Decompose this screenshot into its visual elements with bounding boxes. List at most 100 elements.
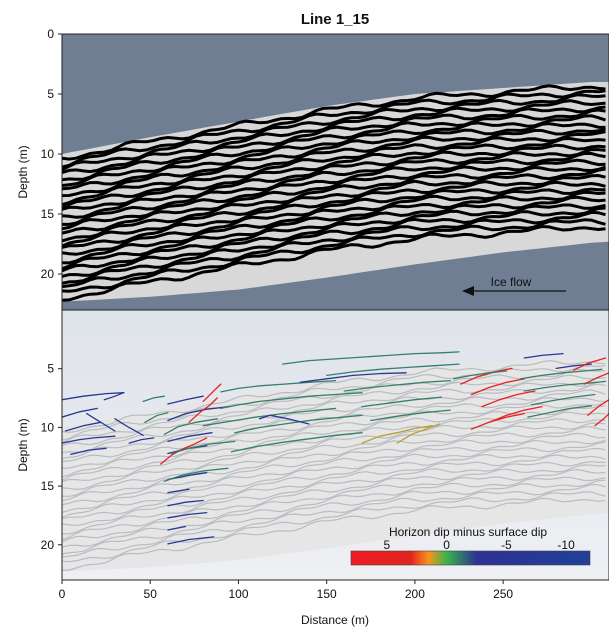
horizon-line	[470, 412, 525, 430]
horizon-line	[103, 392, 125, 401]
reflector-stripe	[62, 158, 606, 235]
y-tick-label: 15	[41, 207, 55, 221]
horizon-line	[70, 447, 107, 456]
horizon-line	[167, 405, 231, 422]
horizon-line	[167, 525, 187, 531]
top-y-axis-label: Depth (m)	[16, 145, 30, 198]
faded-reflector-stripe	[62, 461, 606, 535]
horizon-line	[234, 414, 363, 434]
horizon-line	[520, 368, 603, 380]
horizon-line	[160, 437, 208, 465]
reflector-stripe	[62, 143, 606, 219]
colorbar-tick-label: -10	[557, 538, 575, 552]
reflector-stripes	[62, 84, 606, 302]
horizon-line	[62, 392, 125, 401]
x-tick-label: 250	[493, 587, 513, 601]
horizon-line	[167, 432, 213, 443]
horizon-line	[167, 395, 204, 405]
reflector-stripe	[62, 148, 606, 226]
reflector-stripe	[62, 84, 606, 161]
horizon-line	[163, 418, 218, 436]
chart-title: Line 1_15	[301, 11, 369, 28]
y-tick-label: 15	[41, 479, 55, 493]
faded-reflector-stripe	[62, 426, 606, 502]
horizon-line	[573, 357, 607, 371]
x-tick-label: 50	[144, 587, 158, 601]
y-tick-label: 20	[41, 267, 55, 281]
faded-reflector-stripe	[62, 464, 606, 541]
faded-reflector-stripe	[62, 411, 606, 483]
horizon-line	[488, 405, 543, 423]
faded-reflector-stripe	[62, 454, 606, 527]
horizon-line	[128, 437, 155, 444]
horizon-line	[370, 409, 451, 422]
reflector-stripe	[62, 218, 606, 293]
colorbar-label: Horizon dip minus surface dip	[389, 525, 547, 539]
reflector-stripe	[62, 224, 606, 302]
horizon-line	[470, 378, 525, 396]
horizon-line	[114, 418, 144, 436]
faded-reflector-stripe	[62, 383, 606, 459]
y-tick-label: 5	[47, 362, 54, 376]
faded-reflector-stripe	[62, 441, 606, 519]
horizon-line	[86, 412, 116, 432]
faded-reflector-stripe	[62, 476, 606, 548]
faded-reflector-stripe	[62, 422, 606, 497]
reflector-stripe	[62, 89, 606, 169]
horizon-line	[64, 421, 102, 432]
reflector-stripe	[62, 173, 606, 249]
horizon-line	[343, 379, 451, 392]
x-tick-label: 200	[405, 587, 425, 601]
colorbar-bar	[350, 550, 591, 566]
horizon-line	[220, 392, 363, 410]
picked-horizons	[62, 351, 609, 545]
faded-reflector-stripe	[62, 497, 606, 571]
ice-flow-arrowhead-icon	[462, 286, 474, 296]
bottom-panel-frame	[61, 309, 609, 581]
faded-reflector-stripe	[62, 359, 606, 434]
colorbar-ticks: 5 0 -5 -10	[384, 538, 576, 552]
horizon-line	[460, 367, 513, 385]
horizon-line	[258, 414, 310, 425]
horizon-line	[144, 412, 169, 423]
reflector-stripe	[62, 127, 606, 207]
faded-reflector-stripes	[62, 359, 606, 571]
horizon-line	[527, 405, 593, 418]
faded-reflector-stripe	[62, 439, 606, 513]
faded-reflector-stripe	[62, 468, 606, 543]
top-y-axis: 0 5 10 15 20	[41, 27, 62, 281]
horizon-line	[299, 372, 407, 383]
horizon-line	[167, 536, 215, 545]
reflector-stripe	[62, 210, 606, 289]
horizon-line	[188, 397, 218, 423]
reflector-stripe	[62, 108, 606, 187]
reflector-stripe	[62, 105, 606, 182]
bottom-y-axis: 5 10 15 20	[41, 362, 62, 552]
ice-flow-annotation: Ice flow	[462, 275, 566, 296]
colorbar-tick-label: 5	[384, 538, 391, 552]
reflector-stripe	[62, 136, 606, 211]
reflector-stripe	[62, 180, 606, 256]
colorbar-tick-label: -5	[501, 538, 512, 552]
colorbar: Horizon dip minus surface dip 5 0 -5 -10	[350, 525, 591, 566]
faded-reflector-stripe	[62, 368, 606, 444]
y-tick-label: 20	[41, 538, 55, 552]
horizon-line	[594, 412, 609, 427]
reflector-stripe	[62, 187, 606, 265]
horizon-line	[230, 432, 363, 453]
ice-flow-label: Ice flow	[491, 275, 532, 289]
reflector-stripe	[62, 165, 606, 243]
horizon-line	[142, 395, 165, 403]
faded-reflector-stripe	[62, 405, 606, 482]
horizon-line	[281, 351, 460, 365]
horizon-line	[202, 383, 222, 403]
y-tick-label: 5	[47, 87, 54, 101]
faded-reflector-stripe	[62, 447, 606, 520]
horizon-line	[523, 352, 564, 359]
reflector-stripe	[62, 93, 606, 172]
faded-reflector-stripe	[62, 479, 606, 555]
y-tick-label: 10	[41, 420, 55, 434]
horizon-line	[361, 396, 443, 408]
faded-reflector-stripe	[62, 380, 606, 454]
horizon-line	[167, 488, 190, 494]
